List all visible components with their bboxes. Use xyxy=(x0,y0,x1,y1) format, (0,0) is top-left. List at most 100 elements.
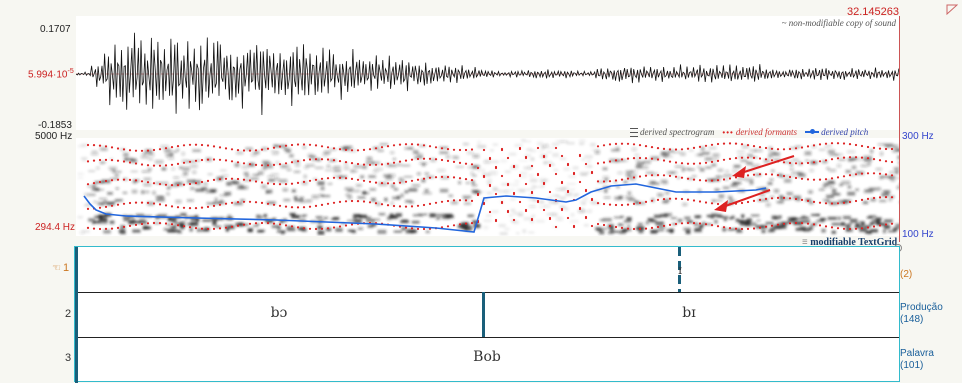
spectrogram-cell xyxy=(516,232,520,235)
spectrogram-cell xyxy=(697,188,702,193)
tier-1-point-marker[interactable] xyxy=(678,247,681,292)
tier-1-point-label[interactable]: ɪ xyxy=(678,263,682,277)
pitch-contour xyxy=(83,183,767,233)
spectrogram-cell xyxy=(745,222,751,227)
spectrogram-cell xyxy=(756,219,761,222)
formant-dot xyxy=(476,192,480,196)
spectrogram-cell xyxy=(265,189,273,194)
spectrogram-cell xyxy=(797,171,803,176)
spectrogram-cell xyxy=(483,159,490,163)
spectrogram-cell xyxy=(499,232,508,235)
spectrogram-cell xyxy=(861,222,865,226)
formant-dot xyxy=(392,144,396,147)
spectrogram-cell xyxy=(716,215,723,218)
spectrogram-cell xyxy=(299,197,304,199)
waveform-panel[interactable]: ~ non-modifiable copy of sound xyxy=(76,16,900,130)
tier-2-number[interactable]: 2 xyxy=(65,308,72,320)
spectrogram-cell xyxy=(663,198,671,201)
formant-dot xyxy=(176,206,180,209)
scroll-triangle-icon[interactable] xyxy=(946,4,958,16)
spectrogram-cell xyxy=(865,188,874,192)
spectrogram-cell xyxy=(877,187,881,191)
spectrogram-cell xyxy=(798,173,806,178)
formant-dot xyxy=(164,204,168,207)
formant-dot xyxy=(602,144,606,147)
formant-dot xyxy=(686,198,690,201)
spectrogram-cell xyxy=(711,178,721,182)
spectrogram-cell xyxy=(429,213,436,218)
spectrogram-cell xyxy=(773,158,781,161)
spectrogram-cell xyxy=(241,165,249,169)
formant-dot xyxy=(890,196,894,199)
spectrogram-cell xyxy=(655,221,664,226)
formant-dot xyxy=(350,149,354,152)
spectrogram-cell xyxy=(92,222,95,224)
spectrogram-cell xyxy=(371,223,377,227)
spectrogram-cell xyxy=(856,157,864,161)
spectrogram-cell xyxy=(566,141,575,145)
spectrogram-cell xyxy=(316,158,321,162)
spectrogram-cell xyxy=(242,223,249,226)
formant-dot xyxy=(818,201,822,204)
spectrogram-panel[interactable] xyxy=(76,138,900,236)
spectrogram-cell xyxy=(344,162,348,166)
spectrogram-cell xyxy=(870,149,874,154)
spectrogram-cell xyxy=(392,158,396,161)
spectrogram-cell xyxy=(466,224,472,229)
formant-dot xyxy=(644,174,648,177)
spectrogram-cell xyxy=(609,158,618,163)
tier-2-interval-2[interactable]: bɪ xyxy=(682,305,696,321)
formant-dot xyxy=(92,182,96,185)
spectrogram-cell xyxy=(735,218,740,222)
formant-dot xyxy=(446,175,450,179)
spectrogram-cell xyxy=(845,170,851,173)
formant-dot xyxy=(260,181,264,184)
formant-dot xyxy=(176,184,180,187)
spectrogram-cell xyxy=(752,165,761,169)
formant-dot xyxy=(758,173,762,176)
formant-dot xyxy=(764,197,768,200)
spectrogram-cell xyxy=(729,199,736,203)
spectrogram-cell xyxy=(892,144,899,149)
spectrogram-cell xyxy=(737,155,745,159)
spectrogram-cell xyxy=(629,170,638,172)
formant-dot xyxy=(380,146,384,149)
formant-dot xyxy=(146,149,150,152)
spectrogram-cell xyxy=(91,150,98,153)
formant-dot xyxy=(224,202,228,205)
formant-dot xyxy=(224,177,228,180)
spectrogram-cell xyxy=(795,227,805,231)
formant-dot xyxy=(584,188,588,192)
formant-dot xyxy=(698,162,702,165)
spectrogram-cell xyxy=(472,154,480,159)
formant-dot xyxy=(710,179,714,182)
spectrogram-cell xyxy=(385,163,391,167)
formant-dot xyxy=(158,203,162,206)
tier-3-interval-1[interactable]: Bob xyxy=(473,349,501,365)
spectrogram-cell xyxy=(789,146,798,150)
spectrogram-cell xyxy=(519,211,523,216)
spectrogram-cell xyxy=(680,152,686,156)
spectrogram-cell xyxy=(512,220,519,224)
spectrogram-cell xyxy=(472,174,477,177)
formant-dot xyxy=(86,183,90,186)
formant-dot xyxy=(620,226,624,229)
formant-dot xyxy=(452,176,456,179)
formant-dot xyxy=(578,180,582,184)
spectrogram-cell xyxy=(585,165,593,168)
spectrogram-cell xyxy=(636,161,644,166)
spectrogram-cell xyxy=(114,173,119,177)
formant-dot xyxy=(200,180,204,184)
waveform-trace xyxy=(76,32,900,116)
spectrogram-cell xyxy=(482,172,491,177)
textgrid-panel[interactable]: ɪ bɔ bɪ Bob xyxy=(74,246,900,383)
tier-1-number[interactable]: ☜ 1 xyxy=(52,262,70,274)
tier-2-boundary[interactable] xyxy=(482,292,485,337)
tier-2-interval-1[interactable]: bɔ xyxy=(270,305,288,321)
formant-dot xyxy=(548,163,552,167)
spectrogram-cell xyxy=(477,140,481,145)
spectrogram-cell xyxy=(667,171,675,175)
formant-dot xyxy=(344,200,348,203)
spectrogram-cell xyxy=(439,188,449,193)
tier-3-number[interactable]: 3 xyxy=(65,352,72,364)
